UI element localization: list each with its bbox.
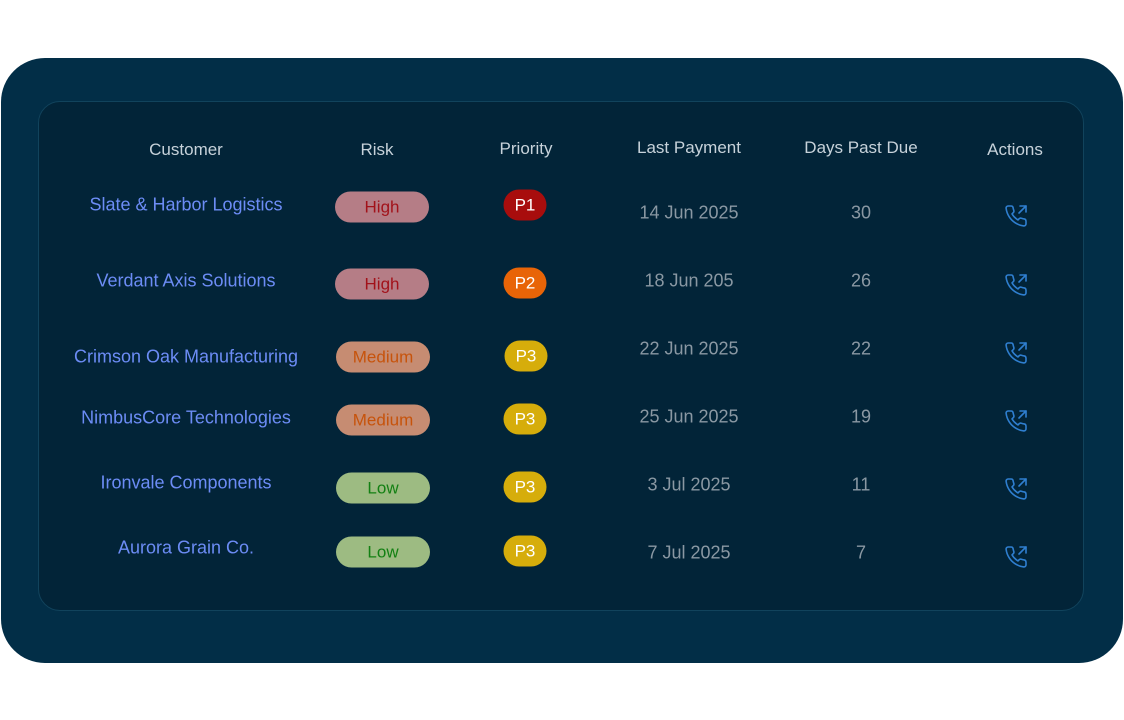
priority-badge: P1 — [503, 189, 547, 221]
days-past-due-value: 26 — [850, 270, 872, 291]
priority-badge: P3 — [503, 403, 547, 435]
customer-link[interactable]: Slate & Harbor Logistics — [89, 194, 283, 215]
risk-badge: Low — [336, 472, 430, 504]
header-days-past-due[interactable]: Days Past Due — [804, 138, 918, 157]
days-past-due-value: 19 — [850, 406, 872, 427]
customer-link[interactable]: Crimson Oak Manufacturing — [73, 346, 299, 367]
priority-badge: P3 — [503, 471, 547, 503]
days-past-due-value: 30 — [850, 202, 872, 223]
header-last-payment[interactable]: Last Payment — [637, 138, 741, 157]
risk-badge: Medium — [336, 341, 430, 373]
phone-outgoing-icon[interactable] — [1004, 341, 1028, 365]
phone-outgoing-icon[interactable] — [1004, 545, 1028, 569]
last-payment-date: 25 Jun 2025 — [639, 406, 739, 427]
header-priority[interactable]: Priority — [499, 139, 553, 158]
header-actions: Actions — [987, 140, 1043, 159]
days-past-due-value: 22 — [850, 338, 872, 359]
phone-outgoing-icon[interactable] — [1004, 204, 1028, 228]
priority-badge: P3 — [503, 535, 547, 567]
header-risk[interactable]: Risk — [360, 140, 394, 159]
priority-badge: P3 — [504, 340, 548, 372]
last-payment-date: 22 Jun 2025 — [639, 338, 739, 359]
risk-badge: Medium — [336, 404, 430, 436]
phone-outgoing-icon[interactable] — [1004, 477, 1028, 501]
risk-badge: High — [335, 268, 429, 300]
last-payment-date: 7 Jul 2025 — [647, 542, 731, 563]
last-payment-date: 14 Jun 2025 — [639, 202, 739, 223]
risk-badge: High — [335, 191, 429, 223]
customer-link[interactable]: NimbusCore Technologies — [81, 407, 291, 428]
days-past-due-value: 11 — [851, 474, 871, 495]
last-payment-date: 18 Jun 205 — [644, 270, 734, 291]
risk-badge: Low — [336, 536, 430, 568]
phone-outgoing-icon[interactable] — [1004, 273, 1028, 297]
customer-link[interactable]: Ironvale Components — [100, 472, 272, 493]
customer-link[interactable]: Verdant Axis Solutions — [96, 270, 276, 291]
phone-outgoing-icon[interactable] — [1004, 409, 1028, 433]
last-payment-date: 3 Jul 2025 — [647, 474, 731, 495]
header-customer[interactable]: Customer — [149, 140, 223, 159]
customer-link[interactable]: Aurora Grain Co. — [117, 537, 255, 558]
priority-badge: P2 — [503, 267, 547, 299]
outer-panel: Customer Risk Priority Last Payment Days… — [1, 58, 1123, 663]
collections-table: Customer Risk Priority Last Payment Days… — [38, 101, 1084, 611]
days-past-due-value: 7 — [855, 542, 867, 563]
